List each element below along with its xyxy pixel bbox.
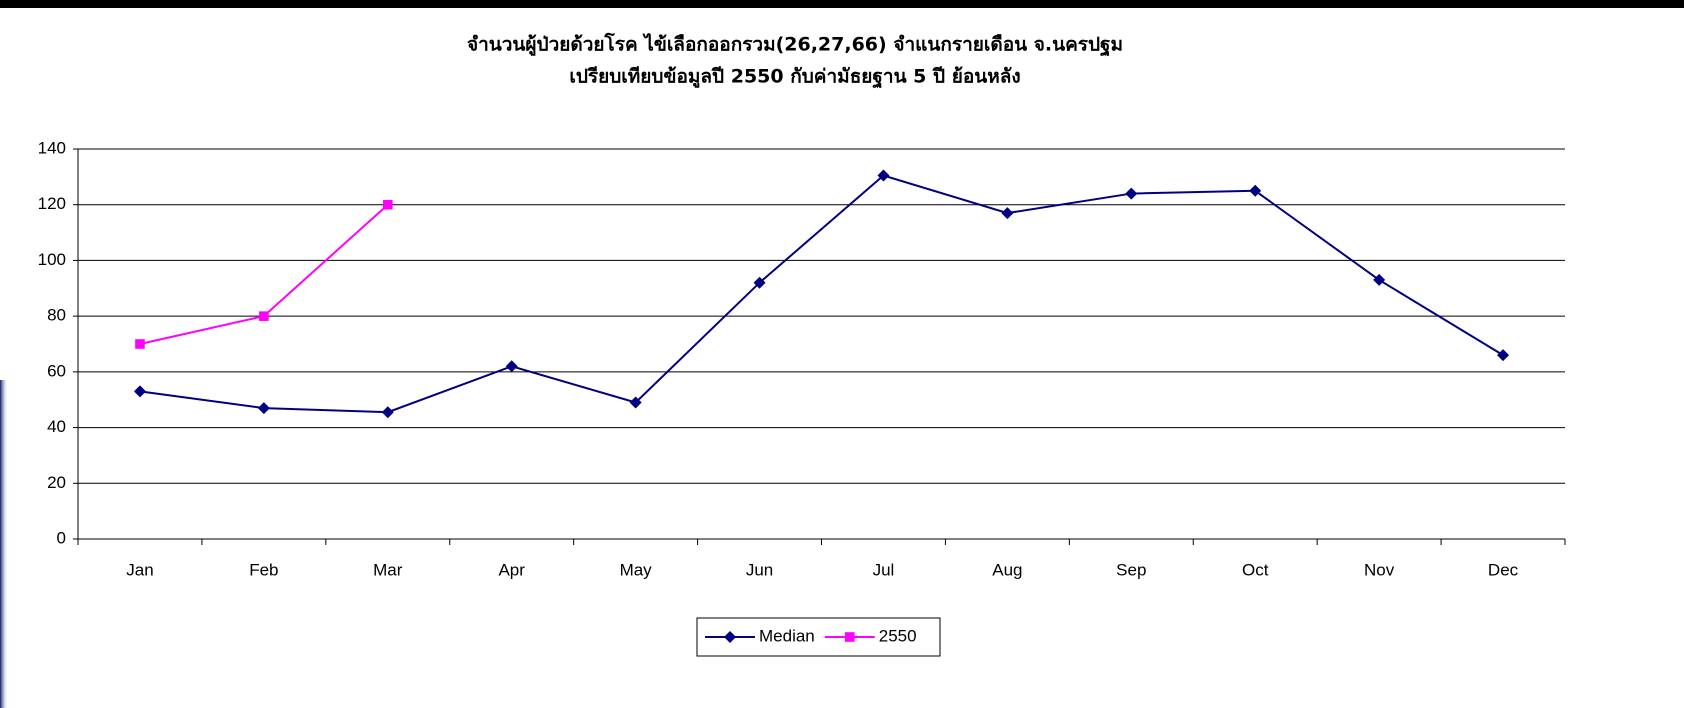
marker [753, 276, 766, 289]
marker [133, 385, 146, 398]
y-tick-label: 140 [38, 138, 66, 157]
marker [259, 311, 269, 321]
x-tick-label: Mar [373, 560, 403, 579]
marker [381, 406, 394, 419]
x-tick-label: Jun [746, 560, 773, 579]
legend-label: 2550 [879, 626, 917, 645]
chart-title: จำนวนผู้ป่วยด้วยโรค ไข้เลือกออกรวม(26,27… [467, 33, 1123, 58]
marker [1373, 273, 1386, 286]
x-tick-label: May [620, 560, 653, 579]
marker [877, 169, 890, 182]
legend-label: Median [759, 626, 815, 645]
x-tick-label: Dec [1488, 560, 1519, 579]
marker [629, 396, 642, 409]
y-tick-label: 80 [47, 306, 66, 325]
marker [257, 402, 270, 415]
marker [135, 339, 145, 349]
x-tick-label: Jan [126, 560, 153, 579]
x-tick-label: Aug [992, 560, 1022, 579]
x-tick-label: Oct [1242, 560, 1269, 579]
x-tick-label: Apr [498, 560, 525, 579]
marker [1249, 184, 1262, 197]
left-edge [0, 380, 8, 708]
marker [1125, 187, 1138, 200]
marker [382, 199, 393, 210]
x-tick-label: Nov [1364, 560, 1395, 579]
x-tick-label: Sep [1116, 560, 1146, 579]
y-tick-label: 40 [47, 417, 66, 436]
marker [724, 631, 736, 643]
chart-subtitle: เปรียบเทียบข้อมูลปี 2550 กับค่ามัธยฐาน 5… [569, 66, 1020, 90]
x-tick-label: Feb [249, 560, 278, 579]
series-line [139, 174, 1504, 414]
x-tick-label: Jul [873, 560, 895, 579]
y-tick-label: 0 [57, 528, 66, 547]
marker [844, 632, 855, 642]
top-border [0, 0, 1684, 8]
marker [1497, 349, 1510, 362]
marker [505, 360, 518, 373]
y-tick-label: 60 [47, 361, 66, 380]
y-tick-label: 120 [38, 194, 66, 213]
y-tick-label: 100 [38, 250, 66, 269]
marker [1001, 207, 1014, 220]
y-tick-label: 20 [47, 473, 66, 492]
